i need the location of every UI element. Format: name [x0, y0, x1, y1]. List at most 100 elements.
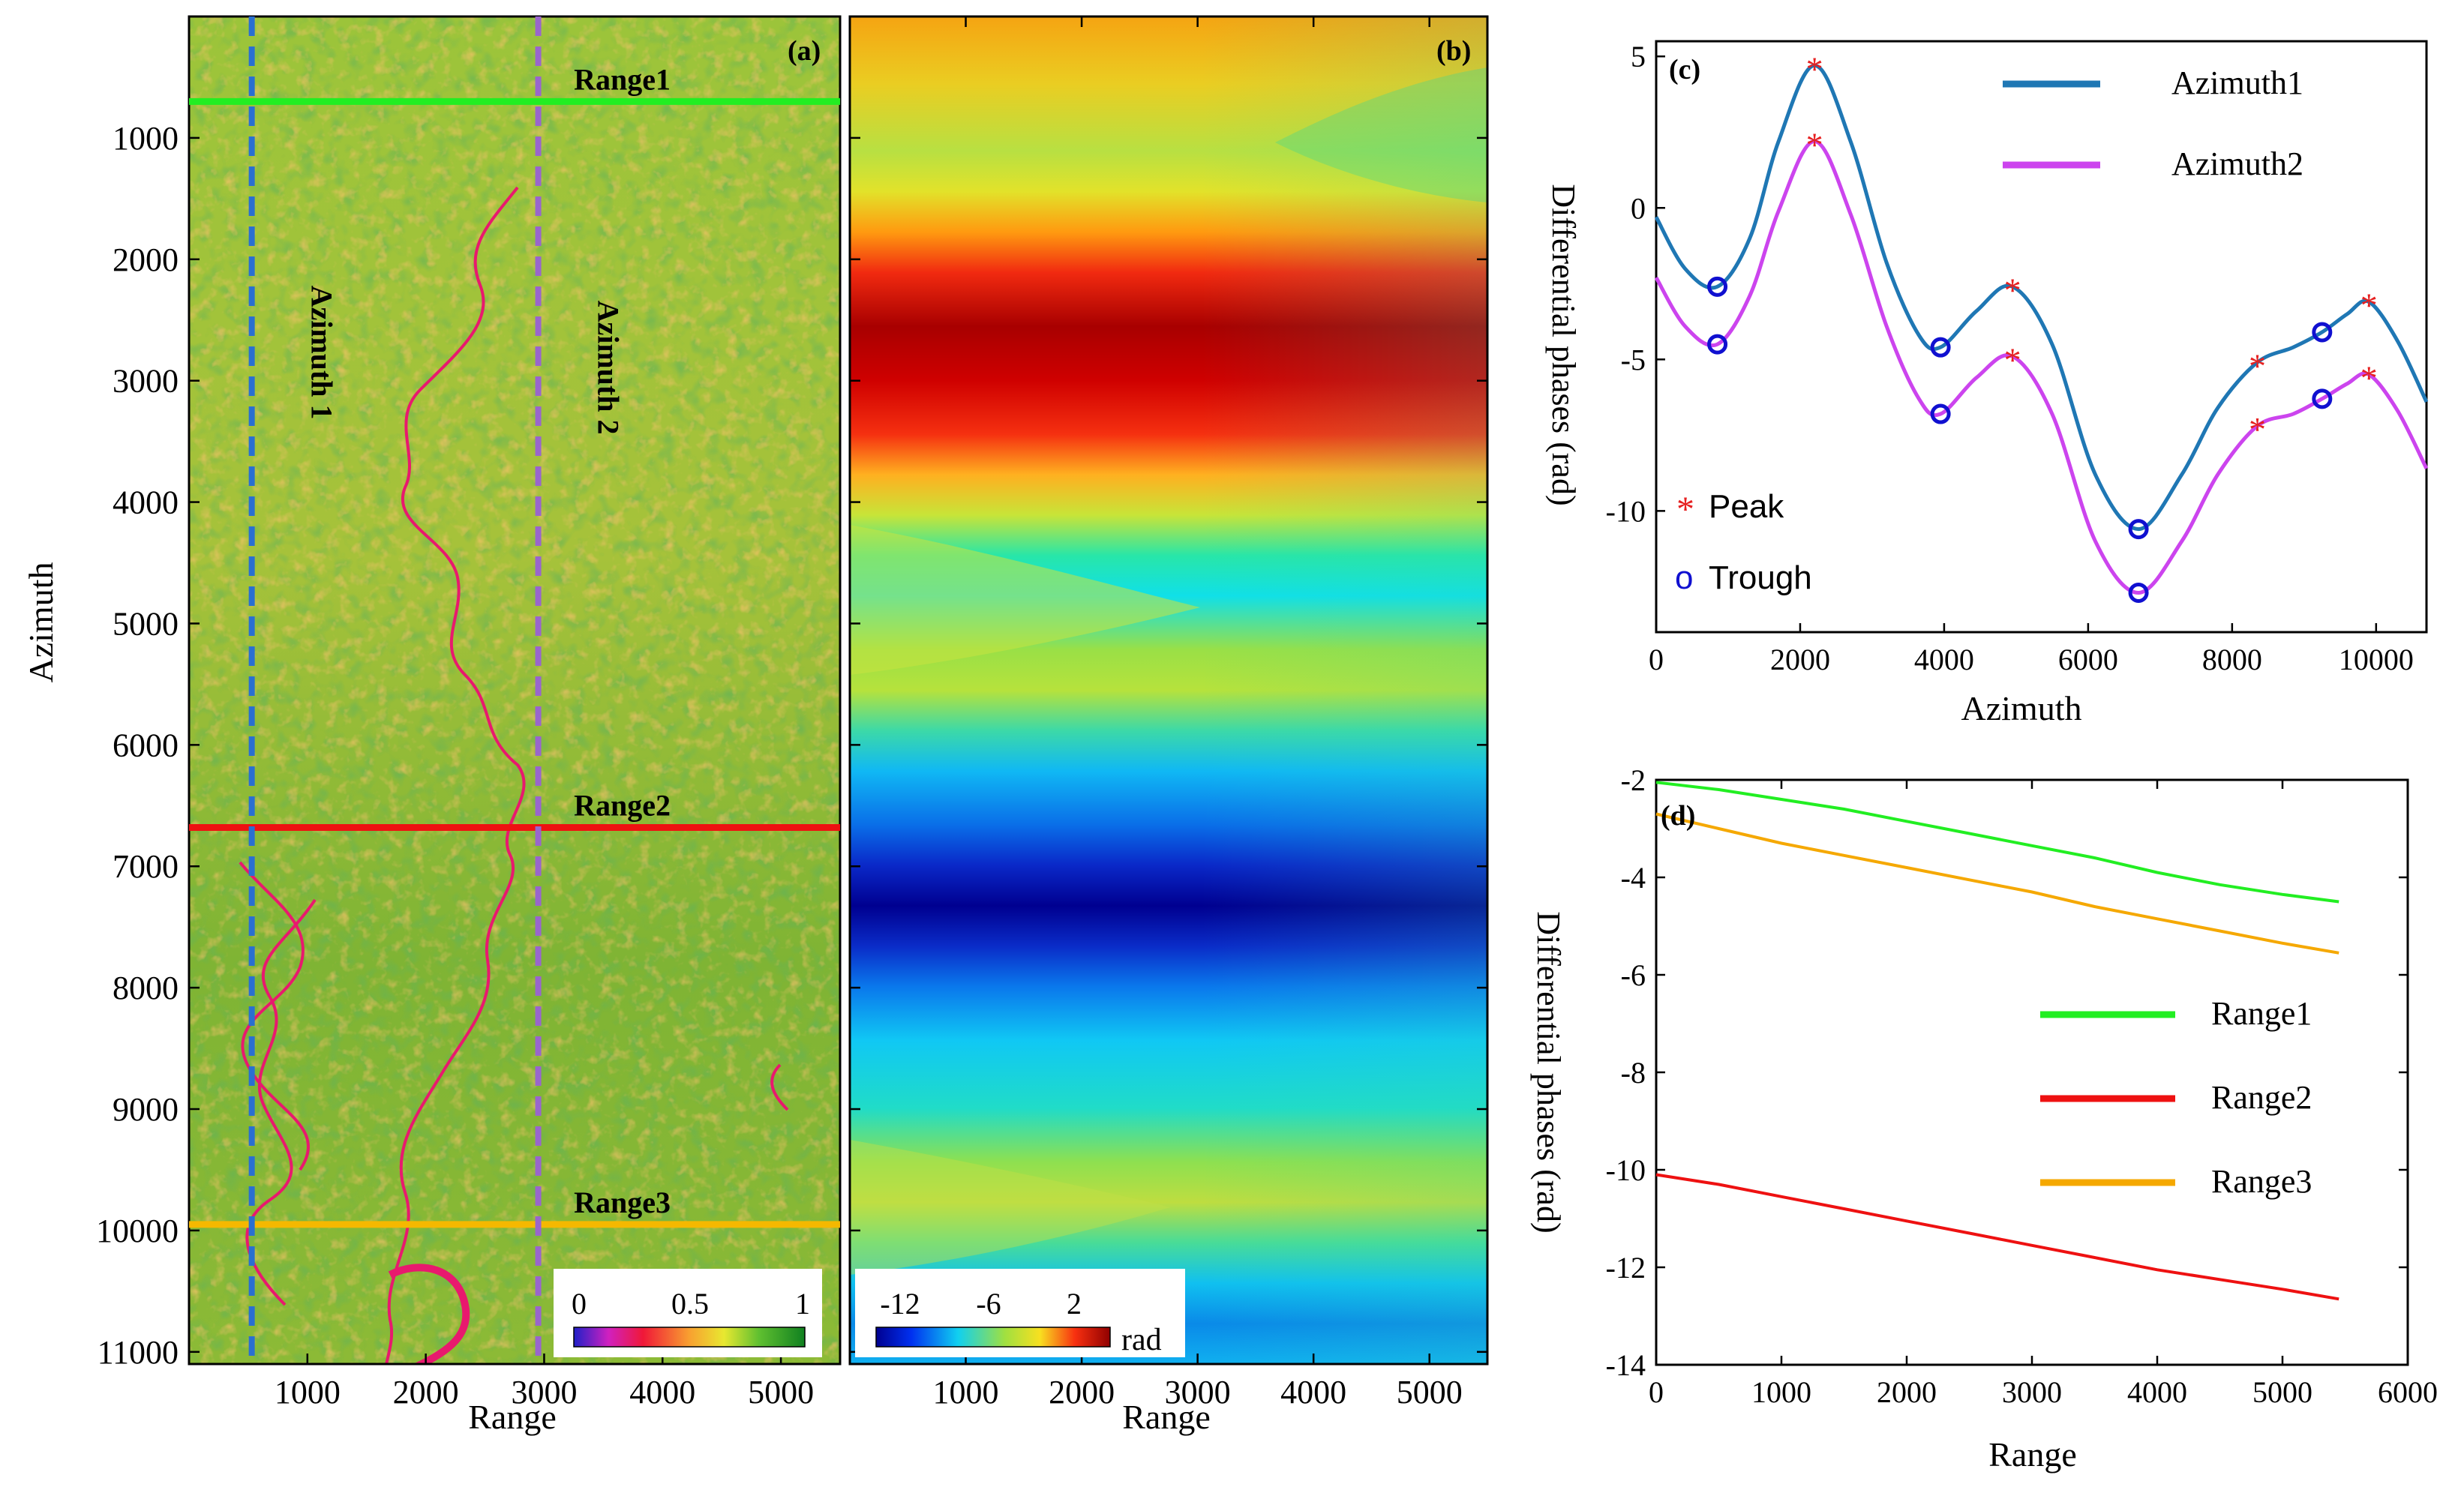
panel-d-ytick-label: -2 — [1621, 763, 1646, 797]
panel-d-ytick-label: -12 — [1606, 1251, 1646, 1285]
trough-marker — [2312, 322, 2333, 343]
profile-label-azimuth-1: Azimuth 1 — [305, 286, 339, 420]
legend-trough-label: Trough — [1709, 559, 1812, 596]
panel-c-markers: * * * * * * * * — [1707, 49, 2378, 603]
panel-b-xtick-label: 5000 — [1397, 1374, 1463, 1411]
legend-trough-symbol: o — [1675, 559, 1693, 596]
trough-marker — [1930, 337, 1951, 358]
colorbar-b-tick-0: -12 — [880, 1287, 920, 1321]
legend-peak-label: Peak — [1709, 488, 1784, 525]
panel-a-x-axis: 1000 2000 3000 4000 5000 — [275, 1354, 814, 1411]
colorbar-b-tick-1: -6 — [976, 1287, 1001, 1321]
colorbar-a-tick-1: 0.5 — [671, 1287, 709, 1321]
panel-b-xlabel: Range — [1122, 1398, 1211, 1436]
panel-d: 0 1000 2000 3000 4000 5000 6000 -2 -4 -6 -8 -10 -12 -… — [1530, 763, 2438, 1474]
panel-b-lobe-1 — [850, 525, 1200, 675]
panel-a-xtick-label: 1000 — [275, 1374, 341, 1411]
river-features — [239, 186, 789, 1364]
panel-c-xtick-label: 8000 — [2202, 643, 2262, 676]
panel-a-ytick-label: 9000 — [113, 1091, 179, 1128]
panel-d-xtick-label: 4000 — [2127, 1375, 2187, 1409]
panel-d-xtick-label: 2000 — [1877, 1375, 1937, 1409]
panel-a-xtick-label: 5000 — [748, 1374, 814, 1411]
peak-marker: * — [2360, 286, 2378, 325]
panel-a-ytick-label: 7000 — [113, 848, 179, 885]
panel-c-ytick-label: 5 — [1631, 40, 1646, 73]
peak-marker: * — [1806, 125, 1823, 163]
panel-b-lobe-2 — [850, 1140, 1170, 1275]
panel-c-xtick-label: 6000 — [2058, 643, 2118, 676]
panel-c-xtick-label: 0 — [1649, 643, 1664, 676]
colorbar-a-tick-0: 0 — [572, 1287, 587, 1321]
peak-marker: * — [2249, 410, 2266, 448]
trough-marker — [1930, 403, 1951, 424]
legend-azimuth1-label: Azimuth1 — [2171, 64, 2303, 101]
panel-c-axes: 0 2000 4000 6000 8000 10000 5 0 -5 -10 — [1606, 40, 2414, 676]
trough-marker — [2312, 388, 2333, 409]
panel-b-frame — [848, 15, 1489, 1366]
panel-b-shading — [850, 16, 1487, 1364]
panel-d-legend: Range1 Range2 Range3 — [2040, 995, 2312, 1200]
panel-d-series-range1 — [1655, 781, 2339, 904]
panel-b-xtick-label: 4000 — [1280, 1374, 1346, 1411]
trough-marker — [1707, 276, 1728, 297]
panel-d-series — [1655, 781, 2339, 1301]
colorbar-a-ramp — [573, 1327, 806, 1348]
panel-a-ytick-label: 6000 — [113, 727, 179, 763]
panel-c-frame — [1655, 40, 2428, 634]
panel-b-lobe-3 — [1275, 67, 1487, 202]
panel-a-xtick-label: 2000 — [393, 1374, 459, 1411]
panel-c-xlabel: Azimuth — [1961, 689, 2082, 727]
panel-b-xtick-label: 1000 — [933, 1374, 999, 1411]
legend-range1-label: Range1 — [2211, 995, 2312, 1032]
panel-d-ytick-label: -10 — [1606, 1153, 1646, 1187]
panel-d-xtick-label: 0 — [1649, 1375, 1664, 1409]
profile-label-azimuth-2: Azimuth 2 — [592, 301, 626, 435]
panel-d-xlabel: Range — [1988, 1435, 2077, 1474]
panel-d-xtick-label: 1000 — [1751, 1375, 1811, 1409]
panel-c-xtick-label: 10000 — [2339, 643, 2414, 676]
panel-d-ytick-label: -14 — [1606, 1348, 1646, 1382]
panel-d-ylabel: Differential phases (rad) — [1530, 911, 1567, 1233]
panel-d-xtick-label: 5000 — [2252, 1375, 2312, 1409]
panel-d-ytick-label: -6 — [1621, 958, 1646, 992]
panel-a-ytick-label: 4000 — [113, 484, 179, 521]
panel-a-ytick-label: 5000 — [113, 605, 179, 642]
trough-marker — [2128, 519, 2149, 540]
panel-c-label: (c) — [1669, 54, 1700, 85]
panel-a-xtick-label: 4000 — [629, 1374, 695, 1411]
trough-marker — [1707, 334, 1728, 355]
legend-azimuth2-label: Azimuth2 — [2171, 145, 2303, 182]
legend-range2-label: Range2 — [2211, 1079, 2312, 1116]
panel-b-xtick-label: 3000 — [1165, 1374, 1231, 1411]
panel-a-profile-lines: Range1 Range2 Range3 Azimuth 1 Azimuth 2 — [189, 16, 840, 1364]
panel-b-colorbar: -12 -6 2 rad — [855, 1269, 1185, 1357]
panel-d-series-range2 — [1655, 1173, 2339, 1301]
panel-c-ytick-label: 0 — [1631, 191, 1646, 225]
panel-d-ytick-label: -4 — [1621, 861, 1646, 895]
peak-marker: * — [2360, 359, 2378, 397]
panel-a-ytick-label: 8000 — [113, 970, 179, 1006]
panel-c-xtick-label: 4000 — [1914, 643, 1974, 676]
panel-c-ylabel: Differential phases (rad) — [1545, 184, 1582, 505]
panel-a-colorbar: 0 0.5 1 — [554, 1269, 822, 1357]
panel-a-xtick-label: 3000 — [511, 1374, 577, 1411]
panel-d-series-range3 — [1655, 812, 2339, 955]
panel-a-ytick-label: 3000 — [113, 363, 179, 400]
panel-c-xtick-label: 2000 — [1770, 643, 1830, 676]
panel-a-y-axis: 1000 2000 3000 4000 5000 6000 7000 8000 9000 1000… — [96, 120, 200, 1371]
panel-a-ytick-label: 1000 — [113, 120, 179, 157]
colorbar-b-tick-2: 2 — [1067, 1287, 1082, 1321]
panel-c-ytick-label: -10 — [1606, 494, 1646, 528]
panel-a-frame — [188, 15, 842, 1366]
panel-d-xtick-label: 3000 — [2002, 1375, 2062, 1409]
panel-b-label: (b) — [1436, 35, 1471, 67]
panel-d-ytick-label: -8 — [1621, 1056, 1646, 1090]
profile-label-range2: Range2 — [574, 788, 671, 822]
legend-range3-label: Range3 — [2211, 1163, 2312, 1200]
panel-b-xtick-label: 2000 — [1049, 1374, 1115, 1411]
panel-a-texture — [189, 16, 840, 1364]
profile-label-range1: Range1 — [574, 62, 671, 96]
